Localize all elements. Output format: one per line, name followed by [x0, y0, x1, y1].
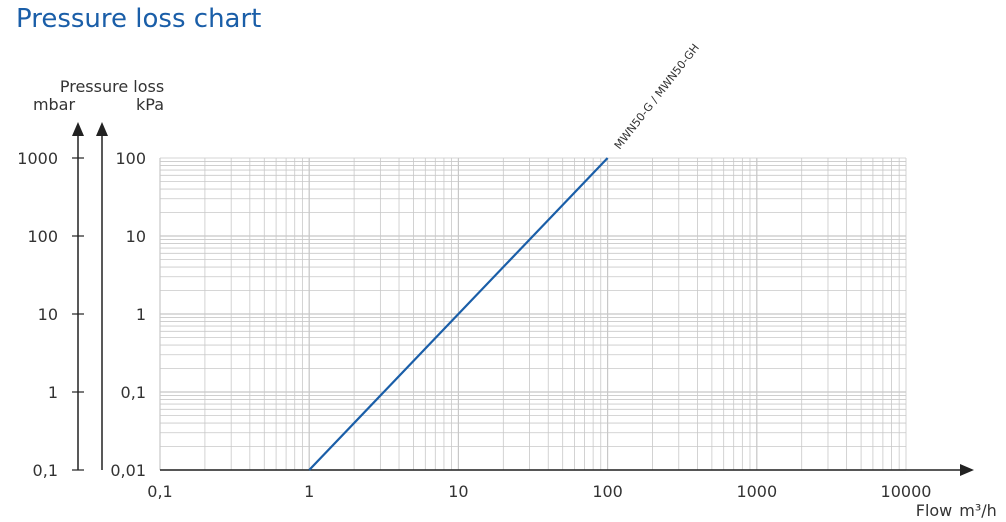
- y-axis-mbar-arrow: [72, 122, 84, 136]
- y-tick-label-kpa: 100: [115, 149, 146, 168]
- x-tick-label: 1000: [736, 482, 777, 501]
- y-axis-unit-kpa: kPa: [136, 95, 164, 114]
- y-axis-unit-mbar: mbar: [33, 95, 76, 114]
- y-axis-kpa-arrow: [96, 122, 108, 136]
- y-tick-label-mbar: 100: [27, 227, 58, 246]
- y-tick-label-mbar: 1000: [17, 149, 58, 168]
- x-tick-label: 0,1: [147, 482, 172, 501]
- chart-ticks: 0,1 1 10 100 1000 100000,010,11101000,1110100…: [17, 149, 931, 501]
- x-tick-label: 10: [448, 482, 468, 501]
- x-tick-label: 1: [304, 482, 314, 501]
- y-tick-label-kpa: 1: [136, 305, 146, 324]
- y-tick-label-mbar: 10: [38, 305, 58, 324]
- y-axis-label: Pressure loss: [60, 77, 164, 96]
- x-tick-label: 10000: [881, 482, 932, 501]
- chart-axes: [72, 122, 974, 476]
- x-axis-label: Flow: [916, 501, 953, 520]
- series-line: [308, 157, 609, 471]
- page-title: Pressure loss chart: [16, 4, 262, 34]
- y-tick-label-mbar: 0,1: [33, 461, 58, 480]
- y-tick-label-kpa: 0,1: [121, 383, 146, 402]
- x-axis-unit: m³/h: [959, 501, 997, 520]
- y-tick-label-kpa: 10: [126, 227, 146, 246]
- chart-series: [308, 157, 609, 471]
- chart-grid: [159, 157, 907, 471]
- series-label: MWN50-G / MWN50-GH: [612, 41, 702, 151]
- x-tick-label: 100: [592, 482, 623, 501]
- y-tick-label-mbar: 1: [48, 383, 58, 402]
- x-axis-arrow: [960, 464, 974, 476]
- y-tick-label-kpa: 0,01: [110, 461, 146, 480]
